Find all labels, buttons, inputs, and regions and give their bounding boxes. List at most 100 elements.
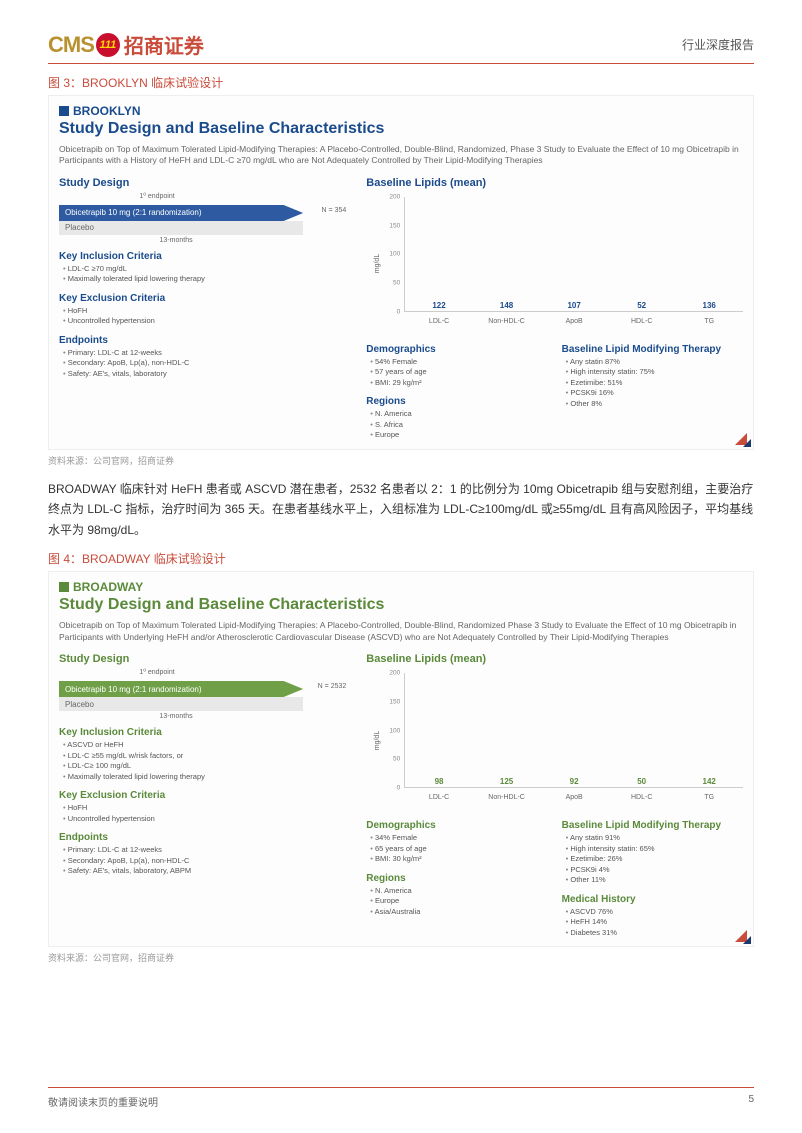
- bullet-item: Primary: LDL-C at 12-weeks: [63, 845, 346, 856]
- bullet-item: Ezetimibe: 51%: [566, 378, 743, 389]
- corner-icon-2: [743, 439, 751, 447]
- bullet-item: High intensity statin: 75%: [566, 367, 743, 378]
- bullet-item: Other 8%: [566, 399, 743, 410]
- study-design-heading: Study Design: [59, 653, 346, 665]
- bullet-item: 65 years of age: [370, 844, 547, 855]
- bar-value: 52: [637, 301, 646, 310]
- bullet-item: Europe: [370, 896, 547, 907]
- arm1-arrow: Obicetrapib 10 mg (2:1 randomization): [59, 681, 303, 697]
- page-footer: 敬请阅读末页的重要说明 5: [48, 1087, 754, 1109]
- bullet-list: Primary: LDL-C at 12-weeksSecondary: Apo…: [59, 348, 346, 380]
- bullet-list: Any statin 87%High intensity statin: 75%…: [562, 357, 743, 410]
- bullet-item: PCSK9i 16%: [566, 388, 743, 399]
- bullet-item: 57 years of age: [370, 367, 547, 378]
- baseline-bar-chart: mg/dL 050100150200 122LDL-C148Non-HDL-C1…: [386, 193, 743, 328]
- arm2-bar: Placebo: [59, 221, 303, 235]
- bar-label: TG: [540, 794, 802, 801]
- inclusion-heading: Key Inclusion Criteria: [59, 727, 346, 738]
- bullet-list: N. AmericaEuropeAsia/Australia: [366, 886, 547, 918]
- bullet-item: ASCVD 76%: [566, 907, 743, 918]
- bar-value: 142: [703, 777, 716, 786]
- bullet-item: Maximally tolerated lipid lowering thera…: [63, 274, 346, 285]
- bullet-item: Primary: LDL-C at 12-weeks: [63, 348, 346, 359]
- y-tick: 50: [393, 280, 400, 287]
- bar-group: 125Non-HDL-C: [480, 777, 534, 787]
- y-tick: 0: [397, 308, 401, 315]
- bar-group: 92ApoB: [547, 777, 601, 787]
- y-tick: 200: [389, 193, 400, 200]
- bullet-item: LDL-C ≥55 mg/dL w/risk factors, or: [63, 751, 346, 762]
- bullet-item: BMI: 30 kg/m²: [370, 854, 547, 865]
- bullet-list: HoFHUncontrolled hypertension: [59, 803, 346, 824]
- bullet-item: Safety: AE's, vitals, laboratory, ABPM: [63, 866, 346, 877]
- regions-heading: Regions: [366, 873, 547, 884]
- bars-area: 122LDL-C148Non-HDL-C107ApoB52HDL-C136TG: [404, 197, 743, 312]
- therapy-heading: Baseline Lipid Modifying Therapy: [562, 344, 743, 355]
- bullet-item: High intensity statin: 65%: [566, 844, 743, 855]
- study-logo-text: BROADWAY: [73, 580, 143, 594]
- bullet-list: LDL-C ≥70 mg/dLMaximally tolerated lipid…: [59, 264, 346, 285]
- endpoints-heading: Endpoints: [59, 335, 346, 346]
- bullet-item: S. Africa: [370, 420, 547, 431]
- bullet-item: 54% Female: [370, 357, 547, 368]
- bullet-item: Secondary: ApoB, Lp(a), non-HDL-C: [63, 856, 346, 867]
- bar-value: 50: [637, 777, 646, 786]
- bullet-item: Any statin 91%: [566, 833, 743, 844]
- bars-area: 98LDL-C125Non-HDL-C92ApoB50HDL-C142TG: [404, 673, 743, 788]
- bar-value: 122: [432, 301, 445, 310]
- baseline-bar-chart: mg/dL 050100150200 98LDL-C125Non-HDL-C92…: [386, 669, 743, 804]
- arm2-bar: Placebo: [59, 697, 303, 711]
- bullet-list: ASCVD 76%HeFH 14%Diabetes 31%: [562, 907, 743, 939]
- bar-group: 142TG: [682, 777, 736, 787]
- bar-label: TG: [540, 318, 802, 325]
- baseline-chart-heading: Baseline Lipids (mean): [366, 653, 743, 665]
- study-description: Obicetrapib on Top of Maximum Tolerated …: [59, 144, 743, 167]
- arm1-arrow: Obicetrapib 10 mg (2:1 randomization): [59, 205, 303, 221]
- demographics-heading: Demographics: [366, 820, 547, 831]
- duration-label: 13-months: [160, 713, 193, 720]
- bullet-item: LDL-C≥ 100 mg/dL: [63, 761, 346, 772]
- y-tick: 50: [393, 756, 400, 763]
- y-tick: 150: [389, 222, 400, 229]
- bar-value: 92: [570, 777, 579, 786]
- y-tick: 0: [397, 785, 401, 792]
- y-axis-label: mg/dL: [375, 254, 382, 273]
- report-type: 行业深度报告: [682, 36, 754, 53]
- corner-icon-2: [743, 936, 751, 944]
- bullet-item: BMI: 29 kg/m²: [370, 378, 547, 389]
- logo-chinese: 招商证券: [124, 30, 204, 59]
- broadway-study-box: BROADWAY Study Design and Baseline Chara…: [48, 571, 754, 947]
- bar-group: 107ApoB: [547, 301, 601, 311]
- bullet-item: Safety: AE's, vitals, laboratory: [63, 369, 346, 380]
- body-paragraph: BROADWAY 临床针对 HeFH 患者或 ASCVD 潜在患者，2532 名…: [48, 479, 754, 540]
- study-description: Obicetrapib on Top of Maximum Tolerated …: [59, 620, 743, 643]
- y-tick: 100: [389, 251, 400, 258]
- logo-cms-text: CMS: [48, 32, 94, 58]
- bullet-item: HoFH: [63, 306, 346, 317]
- duration-label: 13-months: [160, 237, 193, 244]
- bar-value: 125: [500, 777, 513, 786]
- therapy-heading: Baseline Lipid Modifying Therapy: [562, 820, 743, 831]
- logo-circle-icon: 111: [96, 33, 120, 57]
- study-title: Study Design and Baseline Characteristic…: [59, 596, 743, 614]
- demographics-heading: Demographics: [366, 344, 547, 355]
- bullet-item: Diabetes 31%: [566, 928, 743, 939]
- figure4-source: 资料来源：公司官网，招商证券: [48, 951, 754, 964]
- y-tick: 150: [389, 698, 400, 705]
- bullet-item: HoFH: [63, 803, 346, 814]
- bullet-list: N. AmericaS. AfricaEurope: [366, 409, 547, 441]
- bullet-item: LDL-C ≥70 mg/dL: [63, 264, 346, 275]
- endpoint-label: 1º endpoint: [139, 193, 174, 200]
- exclusion-heading: Key Exclusion Criteria: [59, 293, 346, 304]
- study-logo-text: BROOKLYN: [73, 104, 141, 118]
- study-title: Study Design and Baseline Characteristic…: [59, 120, 743, 138]
- study-logo: BROOKLYN: [59, 104, 743, 118]
- bar-group: 122LDL-C: [412, 301, 466, 311]
- bullet-item: N. America: [370, 409, 547, 420]
- page-number: 5: [748, 1094, 754, 1109]
- bar-group: 136TG: [682, 301, 736, 311]
- bullet-item: PCSK9i 4%: [566, 865, 743, 876]
- study-logo-icon: [59, 106, 69, 116]
- design-diagram: 1º endpoint N = 354 Obicetrapib 10 mg (2…: [59, 193, 346, 243]
- bullet-list: 34% Female65 years of ageBMI: 30 kg/m²: [366, 833, 547, 865]
